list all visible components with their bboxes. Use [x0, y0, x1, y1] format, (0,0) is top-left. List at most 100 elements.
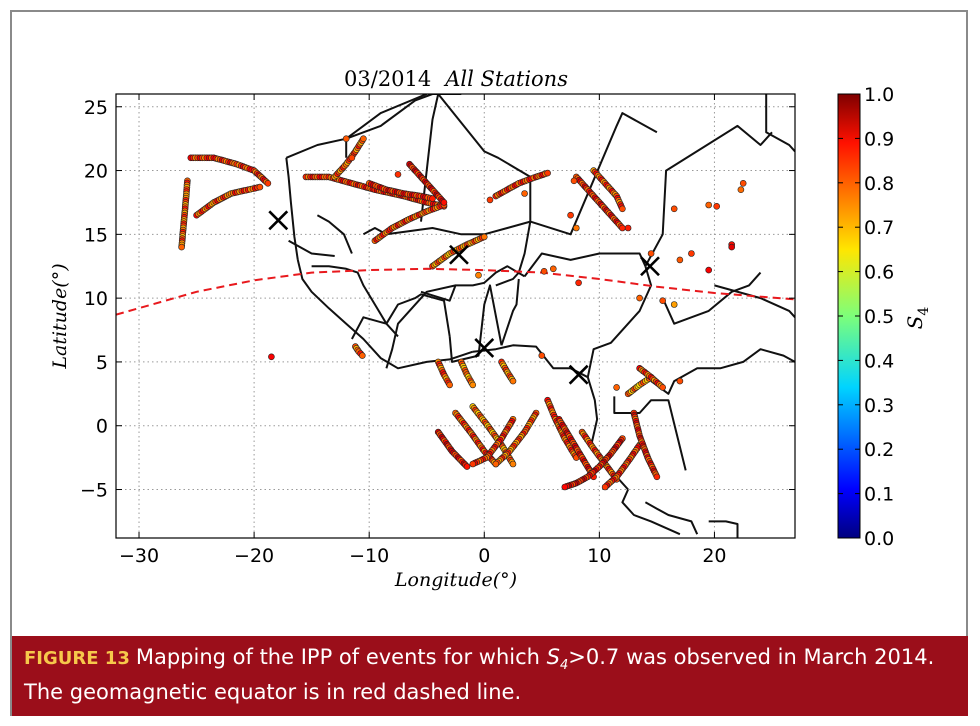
ipp-point — [619, 205, 626, 213]
ipp-point — [670, 301, 678, 308]
plot-area-border — [115, 93, 796, 539]
ipp-point — [636, 294, 643, 302]
colorbar-ticks: 1.0 0.9 0.8 0.7 0.6 0.5 0.4 0.3 0.2 0.1 0.0 — [838, 84, 894, 550]
colorbar-tick-label: 0.6 — [864, 262, 894, 284]
ipp-point — [705, 201, 713, 209]
y-axis-label: Latitude(°) — [49, 263, 71, 369]
ipp-point — [509, 377, 517, 385]
ipp-points — [178, 135, 747, 491]
ipp-point — [469, 460, 477, 468]
colorbar-tick-label: 0.8 — [864, 173, 894, 195]
caption-symbol: S — [546, 645, 560, 669]
ipp-point — [509, 460, 517, 468]
ipp-point — [688, 250, 695, 257]
figure-caption: FIGURE 13 Mapping of the IPP of events fo… — [12, 636, 968, 716]
ipp-point — [613, 384, 620, 391]
ipp-point — [659, 297, 667, 305]
ipp-point — [659, 384, 667, 391]
scatter-map-chart: 03/2014 All Stations −30 −20 −10 0 10 20 25 20 1… — [49, 67, 932, 591]
ipp-point — [549, 265, 557, 273]
ipp-point — [670, 205, 678, 213]
ipp-point — [264, 180, 272, 187]
ipp-point — [521, 190, 528, 197]
x-axis-label: Longitude(°) — [394, 569, 517, 591]
ipp-point — [575, 279, 582, 287]
ipp-point — [570, 177, 578, 185]
country-border — [345, 94, 428, 158]
country-border — [296, 259, 474, 370]
caption-text-before: Mapping of the IPP of events for which — [135, 645, 547, 669]
station-marker — [268, 210, 289, 231]
ipp-point — [256, 183, 264, 191]
country-border — [650, 348, 795, 395]
colorbar-label: S4 — [903, 307, 932, 330]
ipp-point — [178, 243, 185, 251]
ipp-point — [676, 256, 684, 264]
country-border — [448, 284, 503, 363]
ipp-point — [728, 243, 736, 251]
country-border — [621, 489, 681, 536]
country-border — [586, 265, 653, 378]
ipp-point — [463, 463, 471, 470]
country-border — [285, 94, 462, 159]
colorbar-tick-label: 0.7 — [864, 217, 894, 239]
country-border — [765, 94, 795, 153]
ipp-point — [446, 381, 454, 389]
station-marker — [474, 337, 495, 358]
colorbar-tick-label: 0.3 — [864, 395, 894, 417]
ipp-point — [567, 211, 574, 219]
ipp-point — [653, 473, 661, 481]
y-tick-label: 5 — [96, 352, 108, 374]
ipp-point — [705, 266, 713, 274]
caption-line-2: The geomagnetic equator is in red dashed… — [24, 680, 522, 705]
country-border — [472, 344, 589, 379]
country-border — [708, 520, 739, 538]
x-tick-label: −30 — [119, 545, 159, 567]
caption-line-1: FIGURE 13 Mapping of the IPP of events fo… — [24, 644, 956, 679]
station-marker — [568, 364, 589, 385]
country-border — [288, 239, 335, 257]
country-border — [714, 284, 795, 318]
ipp-point — [739, 180, 747, 187]
y-axis-ticks: 25 20 15 10 5 0 −5 — [80, 97, 795, 502]
country-border — [523, 252, 647, 278]
country-border — [420, 265, 526, 302]
ipp-point — [475, 271, 482, 279]
figure-frame — [10, 10, 968, 716]
ipp-point — [360, 135, 367, 142]
y-tick-label: 15 — [84, 224, 108, 246]
ipp-point — [676, 377, 684, 385]
y-tick-label: 20 — [84, 161, 108, 183]
ipp-point — [540, 267, 548, 275]
colorbar-tick-label: 1.0 — [864, 84, 894, 106]
ipp-point — [480, 233, 488, 241]
x-axis-ticks: −30 −20 −10 0 10 20 — [119, 94, 727, 567]
ipp-point — [647, 250, 655, 257]
magnetic-equator-line — [116, 267, 795, 316]
ipp-point — [713, 203, 721, 210]
station-marker — [449, 244, 469, 265]
ipp-point — [624, 224, 632, 232]
y-tick-label: 25 — [84, 97, 108, 119]
ipp-point — [544, 169, 551, 177]
country-border — [500, 278, 520, 346]
colorbar-tick-label: 0.1 — [864, 484, 894, 506]
country-border — [316, 214, 353, 254]
country-border — [420, 94, 531, 222]
x-tick-label: 10 — [587, 545, 611, 567]
country-borders — [285, 94, 795, 538]
y-tick-label: 0 — [96, 416, 108, 438]
country-border — [362, 220, 531, 236]
country-border — [644, 124, 773, 267]
station-markers — [268, 210, 660, 385]
figure-label: FIGURE 13 — [24, 648, 130, 669]
colorbar-tick-label: 0.9 — [864, 128, 894, 150]
ipp-point — [469, 381, 477, 389]
country-border — [311, 265, 399, 338]
country-border — [644, 501, 699, 535]
ipp-point — [268, 353, 275, 361]
y-tick-label: 10 — [84, 288, 108, 310]
colorbar-tick-label: 0.4 — [864, 350, 894, 372]
x-tick-label: −20 — [234, 545, 274, 567]
ipp-point — [601, 483, 609, 491]
